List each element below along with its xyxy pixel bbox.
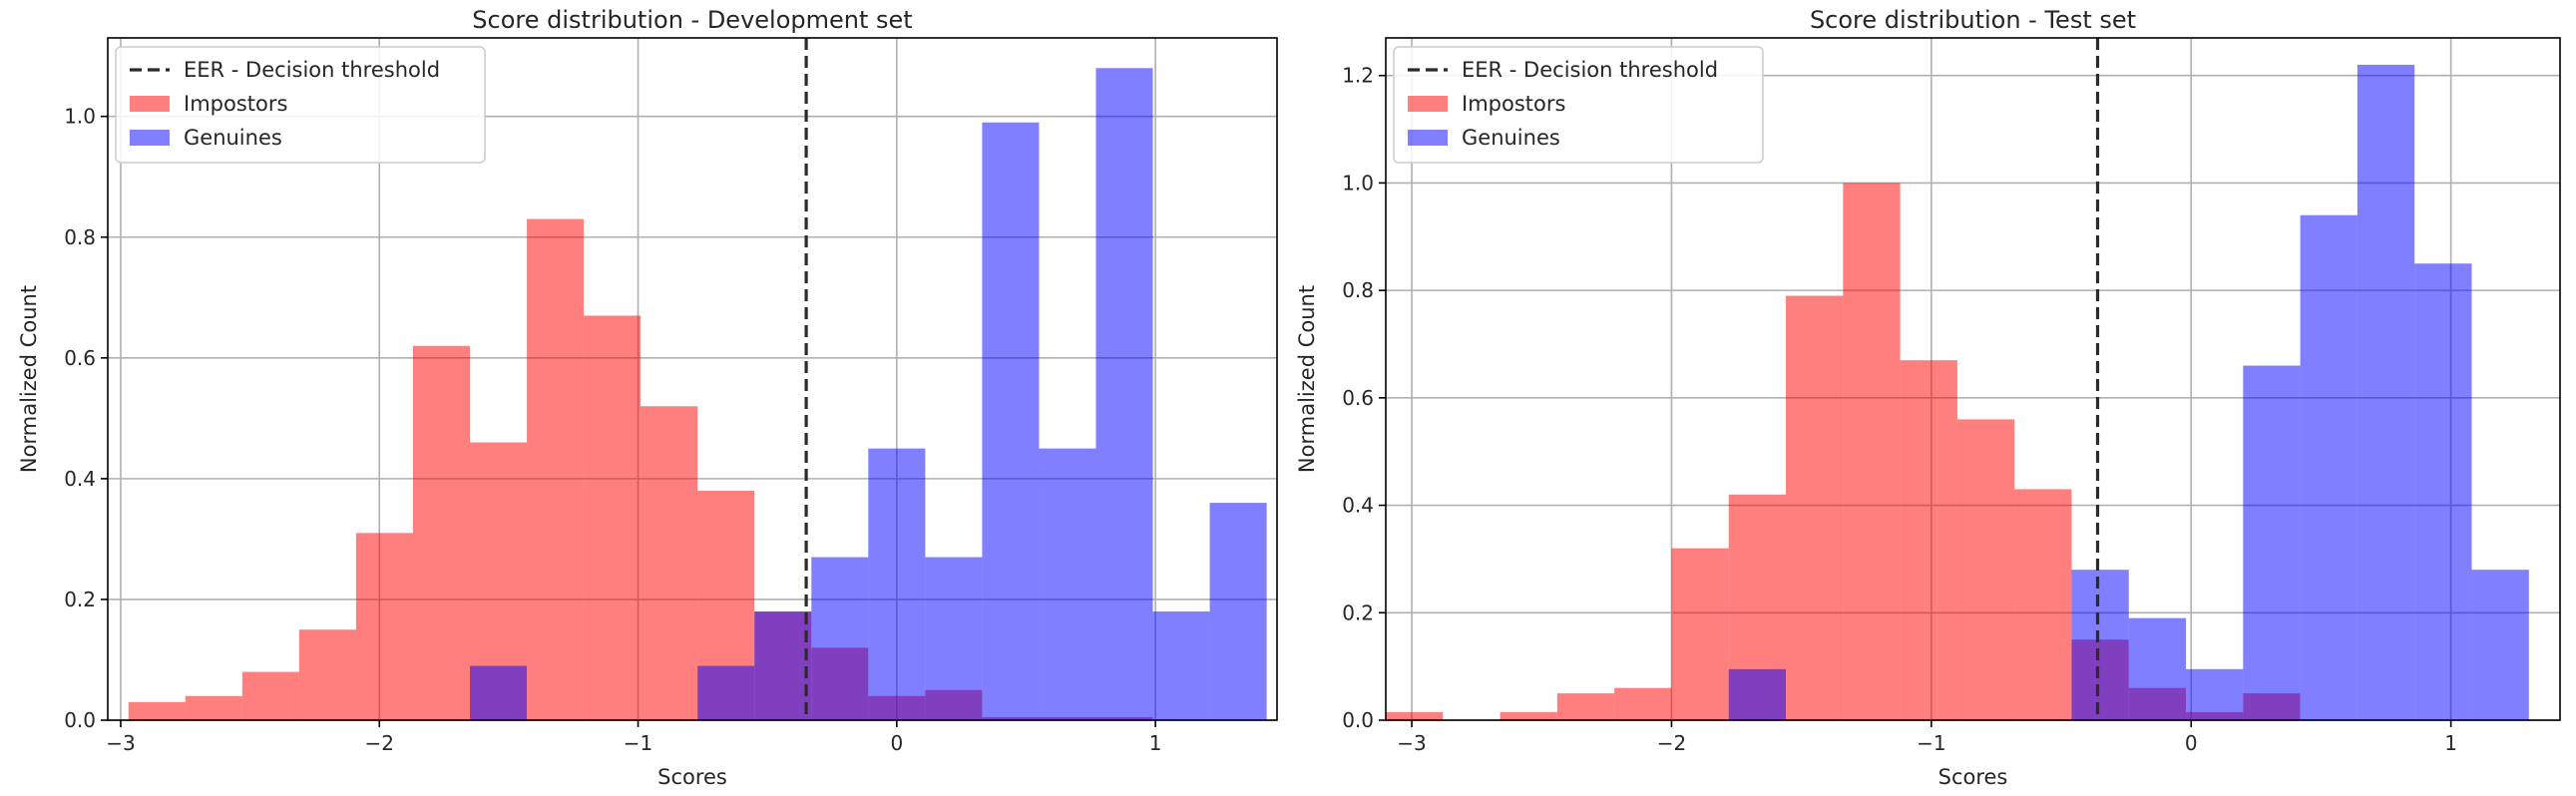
impostors-bar <box>1500 711 1557 720</box>
genuines-bar <box>2357 64 2415 720</box>
x-tick-label: −1 <box>624 731 652 755</box>
impostors-bar <box>527 218 585 720</box>
impostors-bar <box>641 406 698 720</box>
genuines-bar <box>1728 668 1787 720</box>
genuines-bar <box>2414 263 2472 720</box>
impostors-bar <box>1956 419 2015 720</box>
chart-title: Score distribution - Test set <box>1810 6 2136 34</box>
genuines-bar <box>925 557 983 720</box>
x-tick-label: 0 <box>2185 731 2198 755</box>
x-tick-label: 1 <box>1149 731 1162 755</box>
x-tick-label: −2 <box>1657 731 1686 755</box>
impostors-bar <box>584 315 642 720</box>
y-tick-label: 0.0 <box>1342 708 1374 732</box>
impostors-bar <box>1614 687 1672 720</box>
y-tick-label: 0.2 <box>64 588 96 611</box>
impostors-bar <box>1843 183 1901 720</box>
y-tick-label: 0.6 <box>64 346 96 370</box>
impostors-bar <box>2014 489 2072 720</box>
y-tick-label: 0.8 <box>64 225 96 249</box>
genuines-bar <box>982 122 1040 720</box>
x-axis-label: Scores <box>657 765 727 789</box>
chart-title: Score distribution - Development set <box>472 6 912 34</box>
chart-development-set: −3 −2 −1 0 1 0.0 0.2 0.4 0.6 0.8 1.0 Score distribu… <box>17 6 1278 789</box>
genuines-bar <box>470 665 528 720</box>
legend-threshold-label: EER - Decision threshold <box>184 58 440 82</box>
legend-threshold-label: EER - Decision threshold <box>1462 58 1718 82</box>
impostors-bar <box>1900 360 1957 720</box>
x-tick-label: 1 <box>2444 731 2457 755</box>
chart-test-svg: −3 −2 −1 0 1 0.0 0.2 0.4 0.6 0.8 1.0 1.2 Score distr… <box>1295 6 2561 789</box>
bars-group <box>1386 64 2529 720</box>
y-tick-label: 1.0 <box>1342 171 1374 195</box>
impostors-bar <box>128 701 186 720</box>
y-axis-label: Normalized Count <box>17 285 41 473</box>
x-tick-label: −3 <box>1397 731 1426 755</box>
genuines-bar <box>2300 214 2358 720</box>
x-axis-label: Scores <box>1938 765 2008 789</box>
legend-box <box>1393 46 1764 164</box>
impostors-bar <box>1386 711 1444 720</box>
x-tick-label: 0 <box>890 731 903 755</box>
legend-impostors-label: Impostors <box>1462 92 1565 116</box>
genuines-bar <box>1095 68 1153 720</box>
genuines-bar <box>697 665 755 720</box>
legend: EER - Decision threshold Impostors Genuine… <box>115 46 486 164</box>
legend: EER - Decision threshold Impostors Genuine… <box>1393 46 1764 164</box>
genuines-bar <box>868 448 926 720</box>
legend-genuines-swatch <box>130 130 170 146</box>
y-axis-label: Normalized Count <box>1295 285 1319 473</box>
y-tick-label: 0.4 <box>1342 494 1374 518</box>
y-tick-label: 1.0 <box>64 105 96 129</box>
x-tick-label: −1 <box>1917 731 1945 755</box>
genuines-bar <box>2071 570 2129 720</box>
impostors-bar <box>1556 693 1615 720</box>
y-tick-label: 0.0 <box>64 708 96 732</box>
legend-genuines-swatch <box>1408 130 1448 146</box>
x-tick-label: −2 <box>365 731 394 755</box>
axes-frame <box>1385 37 2561 721</box>
genuines-bar <box>1152 611 1210 720</box>
legend-impostors-swatch <box>1408 96 1448 112</box>
y-tick-label: 0.8 <box>1342 278 1374 302</box>
y-tick-label: 0.6 <box>1342 386 1374 410</box>
bars-group <box>128 68 1267 720</box>
legend-impostors-swatch <box>130 96 170 112</box>
y-tick-label: 0.4 <box>64 467 96 491</box>
y-tick-label: 1.2 <box>1342 64 1374 88</box>
chart-test-set: −3 −2 −1 0 1 0.0 0.2 0.4 0.6 0.8 1.0 1.2 Score distr… <box>1288 0 2576 796</box>
genuines-bar <box>1039 448 1096 720</box>
legend-genuines-label: Genuines <box>1462 126 1560 150</box>
genuines-bar <box>2186 668 2244 720</box>
impostors-bar <box>298 629 356 720</box>
impostors-bar <box>241 671 299 720</box>
impostors-bar <box>1671 548 1729 720</box>
chart-development-svg: −3 −2 −1 0 1 0.0 0.2 0.4 0.6 0.8 1.0 Score distribu… <box>17 6 1278 789</box>
impostors-bar <box>185 695 242 720</box>
legend-genuines-label: Genuines <box>184 126 282 150</box>
genuines-bar <box>811 557 869 720</box>
x-tick-label: −3 <box>106 731 135 755</box>
impostors-bar <box>1786 295 1844 720</box>
impostors-bar <box>355 533 413 720</box>
genuines-bar <box>2128 617 2187 720</box>
genuines-bar <box>1209 503 1267 720</box>
legend-impostors-label: Impostors <box>184 92 287 116</box>
axes-frame <box>107 37 1278 721</box>
genuines-bar <box>2243 365 2301 720</box>
y-tick-label: 0.2 <box>1342 600 1374 624</box>
legend-box <box>115 46 486 164</box>
genuines-bar <box>754 611 812 720</box>
genuines-bar <box>2471 570 2529 720</box>
impostors-bar <box>412 345 471 720</box>
